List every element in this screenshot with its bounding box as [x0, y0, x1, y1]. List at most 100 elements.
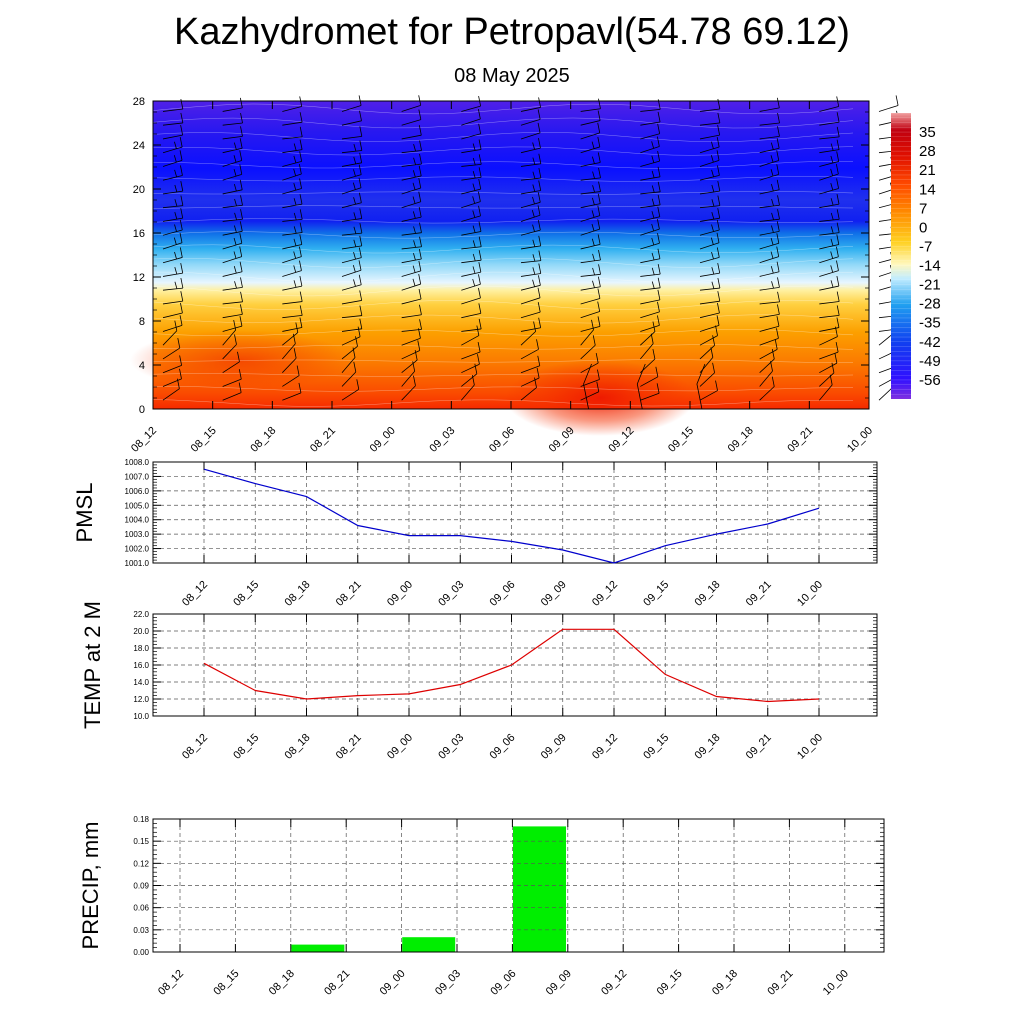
wind-barb-flag — [592, 280, 595, 288]
wind-barb-staff — [759, 189, 780, 195]
wind-barb-flag — [478, 221, 482, 232]
wind-barb-flag — [770, 142, 774, 150]
wind-barb-staff — [162, 272, 183, 277]
wind-barb-staff — [520, 245, 541, 250]
wind-barb — [341, 274, 362, 291]
x-tick-label: 09_21 — [765, 968, 795, 998]
wind-barb — [341, 260, 362, 277]
wind-barb-staff — [222, 135, 243, 140]
wind-barb-staff — [819, 121, 840, 126]
wind-barb-staff — [461, 215, 481, 222]
wind-barb-flag — [472, 183, 476, 191]
wind-barb — [222, 316, 243, 332]
wind-barb-staff — [819, 244, 839, 250]
wind-barb — [341, 110, 362, 126]
wind-barb-flag — [830, 143, 834, 151]
wind-barb-flag — [657, 233, 660, 244]
wind-barb-staff — [222, 189, 243, 195]
wind-barb-staff — [401, 216, 422, 222]
wind-barb-flag — [836, 222, 840, 233]
wind-barb-staff — [461, 133, 481, 140]
wind-barb — [282, 178, 302, 195]
wind-barb-flag — [359, 318, 363, 329]
wind-barb-staff — [699, 217, 720, 222]
wind-barb — [162, 125, 184, 140]
wind-barb — [222, 246, 243, 264]
wind-barb — [282, 348, 297, 373]
wind-barb-flag — [239, 138, 243, 149]
wind-barb-staff — [580, 108, 601, 112]
wind-barb-flag — [478, 274, 481, 285]
wind-barb-staff — [461, 363, 480, 374]
wind-barb-flag — [293, 348, 297, 359]
wind-barb-staff — [640, 331, 656, 346]
wind-barb — [520, 167, 542, 181]
wind-barb-flag — [234, 225, 237, 233]
wind-barb — [401, 340, 421, 360]
wind-barb — [222, 221, 243, 236]
wind-barb-flag — [716, 247, 720, 258]
wind-barb-flag — [353, 252, 356, 260]
page-title: Kazhydromet for Petropavl(54.78 69.12) — [174, 11, 850, 53]
wind-barb-flag — [180, 263, 184, 274]
wind-barb-staff — [222, 230, 243, 236]
wind-barb-staff — [401, 163, 422, 167]
wind-barb-staff — [461, 246, 482, 250]
wind-barb-flag — [717, 125, 721, 136]
wind-barb-staff — [222, 204, 243, 209]
x-tick-label: 09_15 — [641, 579, 671, 609]
x-tick-label: 10_00 — [845, 425, 875, 455]
wind-barb-staff — [580, 362, 599, 374]
wind-barb — [461, 341, 481, 360]
wind-barb-flag — [776, 328, 779, 339]
wind-barb-flag — [180, 208, 184, 219]
y-tick-label: 28 — [133, 96, 145, 108]
wind-barb-flag — [299, 246, 302, 257]
wind-barb-flag — [836, 178, 839, 189]
wind-barb-staff — [640, 343, 654, 360]
wind-barb-flag — [652, 348, 656, 360]
wind-barb — [759, 221, 780, 236]
wind-barb-flag — [359, 235, 363, 246]
wind-barb-flag — [776, 164, 780, 175]
wind-barb — [520, 109, 541, 126]
wind-barb — [520, 317, 542, 332]
x-tick-label: 08_12 — [180, 579, 210, 609]
wind-barb — [819, 139, 840, 154]
wind-barb-flag — [478, 123, 482, 134]
wind-barb — [819, 126, 840, 140]
wind-barb-staff — [819, 218, 840, 222]
wind-barb-staff — [222, 122, 243, 126]
wind-barb-staff — [759, 218, 780, 222]
wind-barb — [520, 377, 537, 401]
wind-barb-staff — [401, 150, 422, 154]
wind-barb-flag — [358, 274, 362, 285]
wind-barb — [819, 163, 839, 181]
wind-barb-flag — [592, 267, 595, 276]
wind-barb-staff — [162, 378, 182, 387]
wind-barb — [282, 276, 303, 291]
wind-barb — [162, 247, 183, 264]
wind-barb-flag — [591, 223, 595, 232]
y-tick-label: 4 — [139, 360, 145, 372]
wind-barb-flag — [240, 112, 243, 124]
wind-barb-staff — [759, 337, 779, 346]
wind-barb-staff — [401, 258, 422, 264]
wind-barb — [819, 341, 839, 360]
wind-barb-flag — [293, 251, 297, 259]
wind-barb — [759, 209, 780, 222]
wind-barb-flag — [830, 198, 834, 206]
wind-barb-flag — [237, 351, 240, 362]
wind-barb — [341, 126, 363, 140]
colorbar-label: 14 — [919, 181, 936, 198]
wind-barb — [699, 335, 716, 360]
contour-line — [152, 386, 854, 392]
wind-barb-staff — [282, 315, 303, 319]
wind-barb-staff — [640, 176, 661, 181]
wind-barb-flag — [174, 224, 177, 232]
wind-barb — [162, 219, 183, 236]
x-tick-label: 09_21 — [744, 579, 774, 609]
y-tick-label: 0.00 — [133, 948, 149, 957]
wind-barb-flag — [419, 236, 422, 247]
wind-barb-staff — [819, 203, 840, 209]
